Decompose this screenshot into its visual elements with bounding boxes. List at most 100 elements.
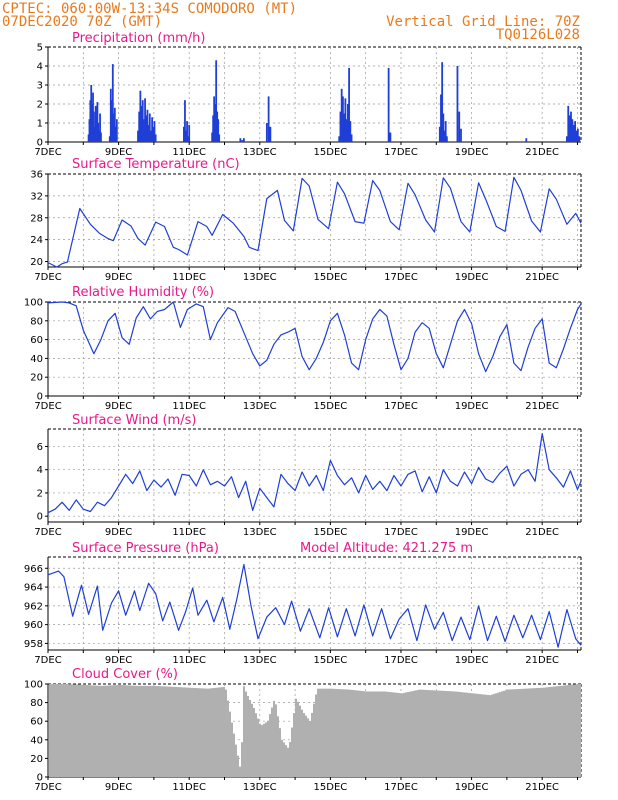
cloud-cover-bar	[291, 727, 293, 777]
cloud-cover-bar	[383, 691, 385, 777]
cloud-cover-bar	[399, 693, 401, 777]
cloud-cover-bar	[319, 688, 321, 777]
cloud-cover-bar	[471, 693, 473, 777]
cloud-cover-bar	[189, 687, 191, 777]
precipitation-xtick-label: 19DEC	[455, 147, 489, 158]
cloud-cover-bar	[213, 688, 215, 777]
cloud-cover-bar	[505, 690, 507, 777]
cloud-cover-bar	[353, 690, 355, 777]
cloud-cover-bar	[155, 685, 157, 777]
cloud-cover-bar	[201, 688, 203, 777]
cloud-cover-bar	[57, 684, 59, 777]
surface-wind-ytick-label: 6	[37, 442, 43, 453]
cloud-cover-bar	[247, 695, 249, 777]
cloud-cover-bar	[239, 766, 241, 777]
cloud-cover-bar	[387, 691, 389, 777]
surface-pressure-ytick-label: 962	[24, 601, 43, 612]
relative-humidity-ytick-label: 20	[30, 373, 43, 384]
precipitation-ytick-label: 4	[37, 62, 43, 73]
cloud-cover-bar	[253, 707, 255, 777]
cloud-cover-bar	[71, 684, 73, 777]
cloud-cover-bar	[377, 691, 379, 777]
precipitation-bar	[440, 94, 442, 142]
cloud-cover-bar	[241, 742, 243, 777]
cloud-cover-bar	[419, 689, 421, 777]
cloud-cover-bar	[105, 685, 107, 777]
cloud-cover-bar	[391, 692, 393, 777]
precipitation-ytick-label: 0	[37, 138, 43, 149]
precipitation-bar	[438, 126, 441, 142]
cloud-cover-bar	[523, 688, 525, 777]
cloud-cover-bar	[103, 685, 105, 777]
cloud-cover-bar	[53, 684, 55, 777]
cloud-cover-bar	[75, 684, 77, 777]
cloud-cover-bar	[413, 690, 415, 777]
cloud-cover-bar	[127, 685, 129, 777]
cloud-cover-bar	[483, 694, 485, 777]
header-line-3-right: TQ0126L028	[496, 27, 580, 43]
cloud-cover-bar	[569, 684, 571, 777]
surface-temperature-panel: Surface Temperature (nC) 20 24 28 32 36 7DEC 9…	[30, 157, 582, 283]
cloud-cover-bar	[301, 709, 303, 777]
cloud-cover-bar	[521, 688, 523, 777]
header-line-1: CPTEC: 060:00W-13:34S COMODORO (MT)	[2, 1, 297, 17]
cloud-cover-bar	[357, 690, 359, 777]
relative-humidity-ytick-label: 100	[24, 298, 43, 309]
cloud-cover-bar	[113, 685, 115, 777]
cloud-cover-bar	[61, 684, 63, 777]
cloud-cover-bar	[333, 688, 335, 777]
cloud-cover-bar	[259, 723, 261, 777]
cloud-cover-bar	[469, 693, 471, 777]
precipitation-bar	[456, 66, 459, 142]
cloud-cover-bar	[135, 685, 137, 777]
cloud-cover-bar	[225, 689, 227, 777]
cloud-cover-bar	[527, 688, 529, 777]
cloud-cover-bar	[485, 694, 487, 777]
cloud-cover-bar	[553, 686, 555, 777]
surface-temperature-xtick-label: 19DEC	[455, 272, 489, 283]
cloud-cover-bar	[177, 687, 179, 777]
precipitation-bar	[578, 136, 581, 142]
surface-pressure-ytick-label: 958	[24, 639, 43, 650]
relative-humidity-ytick-label: 0	[37, 392, 43, 403]
cloud-cover-bar	[371, 691, 373, 777]
cloud-cover-bar	[311, 712, 313, 777]
cloud-cover-bar	[567, 685, 569, 777]
precipitation-bar	[139, 90, 142, 142]
precipitation-ytick-label: 1	[37, 119, 43, 130]
cloud-cover-bar	[245, 691, 247, 777]
cloud-cover-bar	[97, 685, 99, 777]
cloud-cover-bar	[363, 691, 365, 777]
cloud-cover-bar	[77, 684, 79, 777]
surface-temperature-ytick-label: 32	[30, 191, 43, 202]
surface-pressure-series-line	[47, 563, 582, 648]
cloud-cover-bar	[531, 688, 533, 777]
cloud-cover-bar	[423, 689, 425, 777]
precipitation-bar	[525, 138, 528, 142]
cloud-cover-bar	[143, 685, 145, 777]
cloud-cover-bar	[219, 687, 221, 777]
cloud-cover-bar	[519, 688, 521, 777]
cloud-cover-bar	[131, 685, 133, 777]
cloud-cover-bar	[513, 689, 515, 777]
surface-temperature-ytick-label: 24	[30, 235, 43, 246]
cloud-cover-bar	[297, 701, 299, 777]
surface-wind-ytick-label: 2	[37, 488, 43, 499]
precipitation-bar	[152, 126, 155, 142]
cloud-cover-bar	[181, 687, 183, 777]
cloud-cover-bar	[87, 685, 89, 777]
cloud-cover-bar	[537, 687, 539, 777]
cloud-cover-bar	[185, 687, 187, 777]
cloud-cover-bar	[373, 691, 375, 777]
precipitation-bar	[182, 126, 185, 142]
cloud-cover-bar	[411, 691, 413, 777]
cloud-cover-bar	[277, 716, 279, 777]
cloud-cover-bar	[497, 692, 499, 777]
cloud-cover-bar	[81, 684, 83, 777]
cloud-cover-bar	[433, 690, 435, 777]
cloud-cover-bar	[441, 690, 443, 777]
precipitation-bar	[185, 130, 187, 142]
precipitation-bar	[269, 126, 272, 142]
surface-wind-xtick-label: 21DEC	[525, 527, 559, 538]
cloud-cover-xtick-label: 15DEC	[314, 782, 348, 793]
